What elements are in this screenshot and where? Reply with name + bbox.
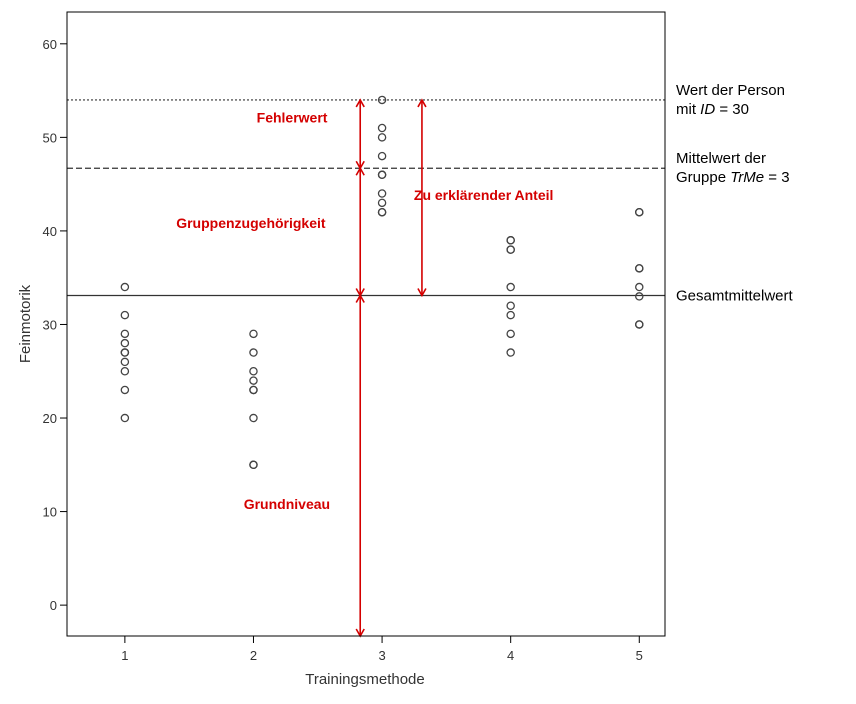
data-point bbox=[249, 413, 258, 423]
data-point bbox=[635, 264, 644, 273]
data-point bbox=[249, 366, 258, 376]
data-point bbox=[377, 95, 387, 105]
data-point bbox=[120, 310, 130, 320]
data-point bbox=[506, 348, 515, 357]
y-axis-title: Feinmotorik bbox=[17, 284, 34, 363]
data-point bbox=[249, 385, 258, 395]
data-point bbox=[249, 460, 258, 470]
data-point bbox=[120, 357, 130, 367]
x-tick-label: 5 bbox=[636, 648, 643, 663]
data-point bbox=[120, 366, 130, 376]
x-tick-label: 4 bbox=[507, 648, 514, 663]
data-point bbox=[635, 320, 644, 329]
x-tick-label: 1 bbox=[121, 648, 128, 663]
data-point bbox=[120, 413, 130, 423]
annotation-fehlerwert: Fehlerwert bbox=[257, 109, 328, 125]
data-point bbox=[506, 245, 515, 254]
data-point bbox=[377, 133, 387, 142]
x-tick-label: 2 bbox=[250, 648, 257, 663]
data-point bbox=[377, 198, 387, 208]
reference-label-group-mean: Gruppe TrMe = 3 bbox=[676, 169, 790, 186]
y-tick-label: 20 bbox=[43, 411, 57, 426]
reference-label-person: Wert der Person bbox=[676, 82, 785, 99]
y-tick-label: 40 bbox=[43, 224, 57, 239]
data-point bbox=[377, 207, 387, 217]
data-point bbox=[120, 282, 130, 292]
y-tick-label: 50 bbox=[43, 130, 57, 145]
data-point bbox=[120, 348, 130, 357]
data-point bbox=[249, 376, 258, 385]
data-point bbox=[377, 123, 387, 133]
reference-lines bbox=[67, 99, 665, 297]
data-point bbox=[635, 292, 644, 301]
reference-line-labels: Wert der Person mit ID = 30 Mittelwert der… bbox=[676, 82, 794, 305]
reference-label-grand-mean: Gesamtmittelwert bbox=[676, 287, 794, 304]
y-tick-label: 30 bbox=[43, 317, 57, 332]
data-point bbox=[635, 282, 644, 292]
x-axis-title: Trainingsmethode bbox=[305, 671, 425, 688]
y-tick-label: 0 bbox=[50, 598, 57, 613]
data-point bbox=[377, 189, 387, 198]
data-point bbox=[120, 385, 130, 395]
data-point bbox=[120, 338, 130, 348]
annotations: Fehlerwert Gruppenzugehörigkeit Zu erkläre… bbox=[176, 109, 553, 511]
annotation-arrows bbox=[355, 98, 427, 638]
data-point bbox=[377, 170, 387, 180]
reference-label-group-mean: Mittelwert der bbox=[676, 150, 766, 167]
data-point bbox=[249, 348, 258, 357]
data-point bbox=[506, 282, 515, 292]
reference-label-person: mit ID = 30 bbox=[676, 101, 749, 118]
data-point bbox=[506, 310, 515, 320]
axes: 0 10 20 30 40 50 60 1 2 3 4 5 bbox=[43, 11, 666, 663]
annotation-grundniveau: Grundniveau bbox=[244, 496, 330, 512]
annotation-zu-erklaerender-anteil: Zu erklärender Anteil bbox=[414, 187, 554, 203]
data-point bbox=[506, 329, 515, 339]
data-point bbox=[249, 329, 258, 339]
data-point bbox=[506, 236, 515, 245]
data-point bbox=[635, 207, 644, 217]
data-point bbox=[506, 301, 515, 311]
x-tick-label: 3 bbox=[378, 648, 385, 663]
y-tick-label: 60 bbox=[43, 37, 57, 52]
data-points bbox=[120, 95, 644, 470]
plot-frame bbox=[66, 11, 666, 637]
data-point bbox=[377, 151, 387, 161]
y-tick-label: 10 bbox=[43, 505, 57, 520]
annotation-gruppenzugehoerigkeit: Gruppenzugehörigkeit bbox=[176, 215, 326, 231]
data-point bbox=[120, 329, 130, 339]
